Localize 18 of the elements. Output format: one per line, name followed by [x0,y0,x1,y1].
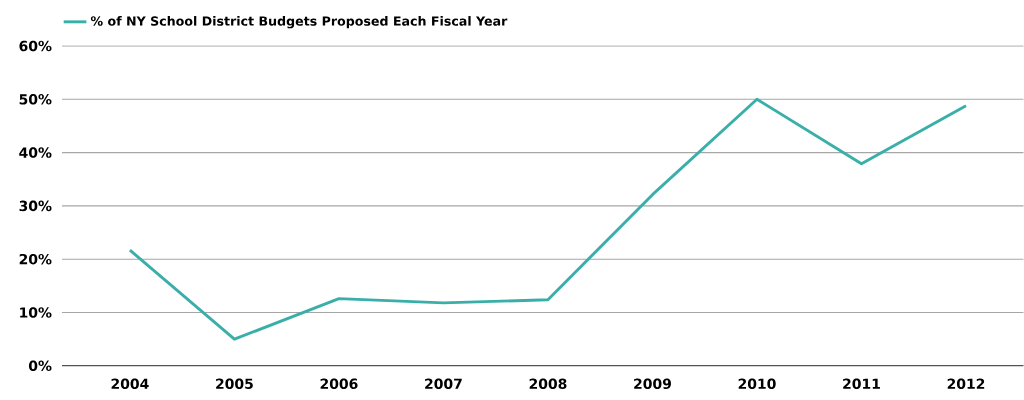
y-tick-label: 40% [19,147,52,158]
y-tick-label: 10% [20,307,52,318]
y-tick-label: 50% [19,94,52,105]
x-tick-label: 2009 [634,378,671,390]
y-tick-label: 30% [19,200,52,212]
legend-label: % of NY School District Budgets Proposed Each Fiscal Year [90,16,508,29]
x-tick-label: 2005 [216,378,253,390]
x-tick-label: 2012 [947,378,985,390]
y-tick-label: 60% [19,40,52,52]
y-tick-label: 0% [28,360,52,372]
y-tick-label: 20% [19,254,52,265]
x-tick-label: 2010 [738,378,776,390]
x-tick-label: 2007 [425,378,462,390]
x-tick-label: 2008 [529,378,567,390]
x-tick-label: 2006 [320,378,358,390]
x-tick-label: 2004 [111,378,149,390]
x-tick-label: 2011 [843,378,880,390]
line-series [128,97,968,341]
